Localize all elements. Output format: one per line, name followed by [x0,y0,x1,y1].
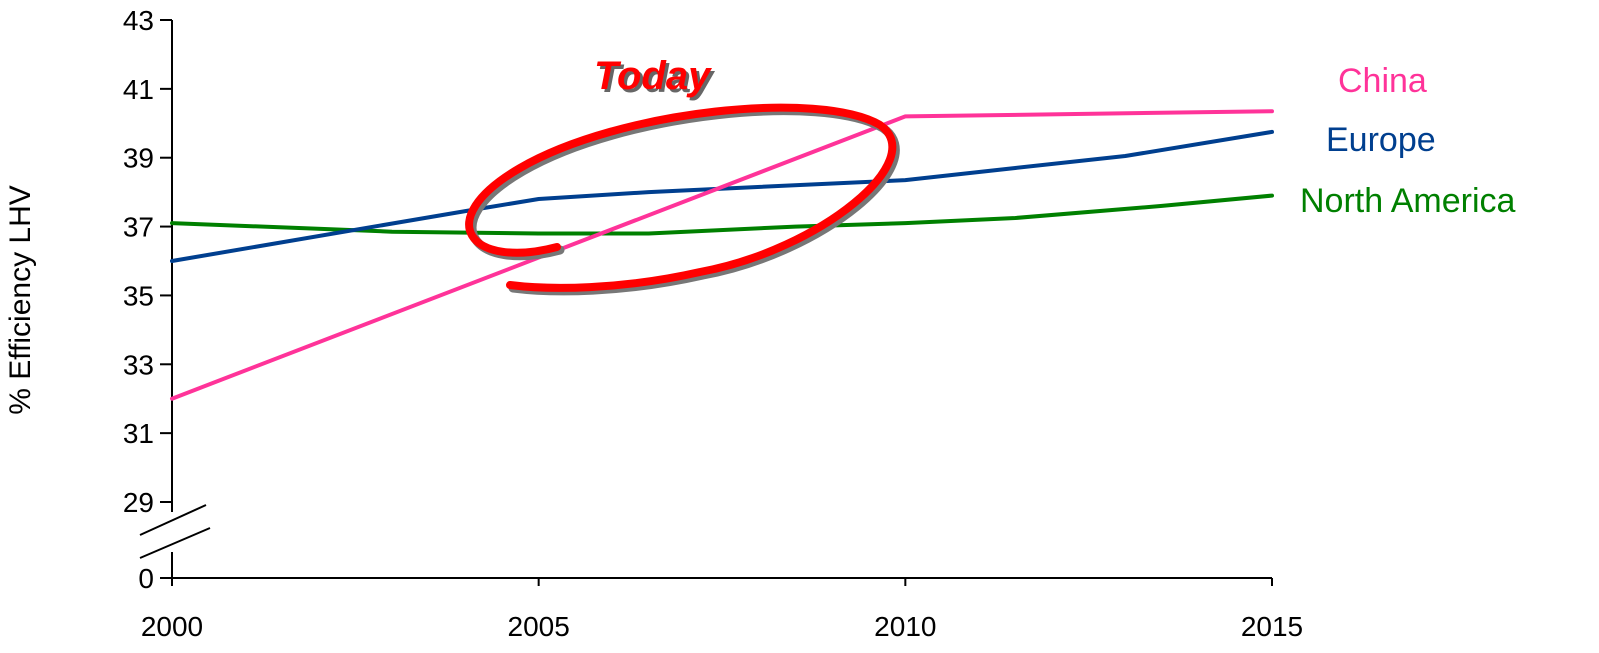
x-axis-ticks: 2000 2005 2010 2015 [141,578,1303,642]
series-line-europe [170,129,1274,263]
y-tick-label: 39 [123,143,154,174]
series-label-europe: Europe [1326,121,1436,159]
series-line-china [170,109,1274,401]
series-lines [170,109,1274,401]
series-label-china: China [1338,62,1427,100]
x-tick-label: 2010 [874,611,936,642]
today-label: Today [594,54,712,98]
today-label-shadow: Today [597,57,715,101]
series-labels: China Europe North America [1300,62,1515,220]
y-tick-label: 35 [123,280,154,311]
y-tick-label: 33 [123,349,154,380]
axis-break-marker [139,504,211,559]
x-tick-label: 2015 [1241,611,1303,642]
x-tick-label: 2000 [141,611,203,642]
series-line-north-america [170,193,1274,236]
y-axis-title: % Efficiency LHV [4,185,37,415]
y-tick-label: 43 [123,5,154,36]
y-tick-label: 41 [123,74,154,105]
y-tick-label: 0 [138,563,154,594]
x-tick-label: 2005 [508,611,570,642]
today-ellipse [465,103,897,292]
series-label-north-america: North America [1300,182,1515,220]
y-tick-label: 37 [123,212,154,243]
today-annotation: Today Today [465,54,900,296]
y-tick-label: 29 [123,487,154,518]
y-tick-label: 31 [123,418,154,449]
y-axis-ticks: 0 29 31 33 35 37 39 41 43 [123,5,172,594]
